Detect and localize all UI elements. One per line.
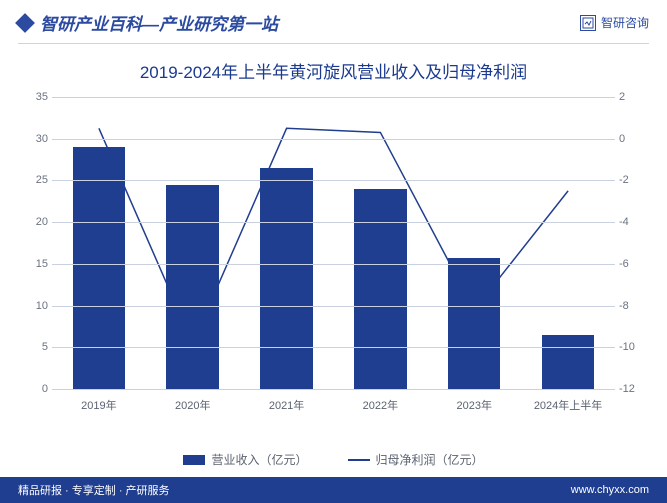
footer-left: 精品研报 · 专享定制 · 产研服务 xyxy=(18,482,170,498)
footer: 精品研报 · 专享定制 · 产研服务 www.chyxx.com xyxy=(0,477,667,503)
legend-bar-swatch xyxy=(183,455,205,465)
ytick-left: 15 xyxy=(22,258,48,270)
gridline xyxy=(52,180,615,181)
ytick-left: 25 xyxy=(22,174,48,186)
diamond-icon xyxy=(15,13,35,33)
ytick-right: 0 xyxy=(619,133,643,145)
x-label: 2020年 xyxy=(146,397,240,413)
x-label: 2022年 xyxy=(333,397,427,413)
header-title: 智研产业百科—产业研究第一站 xyxy=(40,10,278,35)
line-path xyxy=(99,128,568,343)
ytick-right: 2 xyxy=(619,91,643,103)
header-brand: 智研咨询 xyxy=(580,14,649,31)
ytick-left: 20 xyxy=(22,216,48,228)
ytick-right: -8 xyxy=(619,300,643,312)
legend-line-swatch xyxy=(348,459,370,461)
ytick-left: 0 xyxy=(22,383,48,395)
x-label: 2019年 xyxy=(52,397,146,413)
brand-icon xyxy=(580,15,596,31)
gridline xyxy=(52,264,615,265)
divider xyxy=(18,43,649,44)
ytick-left: 30 xyxy=(22,133,48,145)
line-series xyxy=(52,97,615,389)
ytick-right: -2 xyxy=(619,174,643,186)
ytick-right: -4 xyxy=(619,216,643,228)
header-left: 智研产业百科—产业研究第一站 xyxy=(18,10,278,35)
gridline xyxy=(52,97,615,98)
legend-line-label: 归母净利润（亿元） xyxy=(376,451,484,468)
brand-label: 智研咨询 xyxy=(601,14,649,31)
gridline xyxy=(52,306,615,307)
x-label: 2024年上半年 xyxy=(521,397,615,413)
ytick-left: 35 xyxy=(22,91,48,103)
x-axis-labels: 2019年2020年2021年2022年2023年2024年上半年 xyxy=(52,397,615,413)
header: 智研产业百科—产业研究第一站 智研咨询 xyxy=(0,0,667,41)
chart-area: 2019年2020年2021年2022年2023年2024年上半年 0 5 10 15… xyxy=(18,97,649,417)
plot-region: 2019年2020年2021年2022年2023年2024年上半年 051015… xyxy=(52,97,615,389)
footer-right: www.chyxx.com xyxy=(571,484,649,496)
gridline xyxy=(52,389,615,390)
legend: 营业收入（亿元） 归母净利润（亿元） xyxy=(0,451,667,468)
gridline xyxy=(52,347,615,348)
chart-container: 智研产业百科—产业研究第一站 智研咨询 2019-2024年上半年黄河旋风营业收… xyxy=(0,0,667,503)
gridline xyxy=(52,222,615,223)
ytick-right: -10 xyxy=(619,341,643,353)
ytick-left: 5 xyxy=(22,341,48,353)
legend-bar-label: 营业收入（亿元） xyxy=(211,451,307,468)
legend-line-item: 归母净利润（亿元） xyxy=(348,451,484,468)
ytick-right: -12 xyxy=(619,383,643,395)
ytick-right: -6 xyxy=(619,258,643,270)
legend-bar-item: 营业收入（亿元） xyxy=(183,451,307,468)
ytick-left: 10 xyxy=(22,300,48,312)
chart-title: 2019-2024年上半年黄河旋风营业收入及归母净利润 xyxy=(0,58,667,83)
gridline xyxy=(52,139,615,140)
x-label: 2021年 xyxy=(240,397,334,413)
x-label: 2023年 xyxy=(427,397,521,413)
